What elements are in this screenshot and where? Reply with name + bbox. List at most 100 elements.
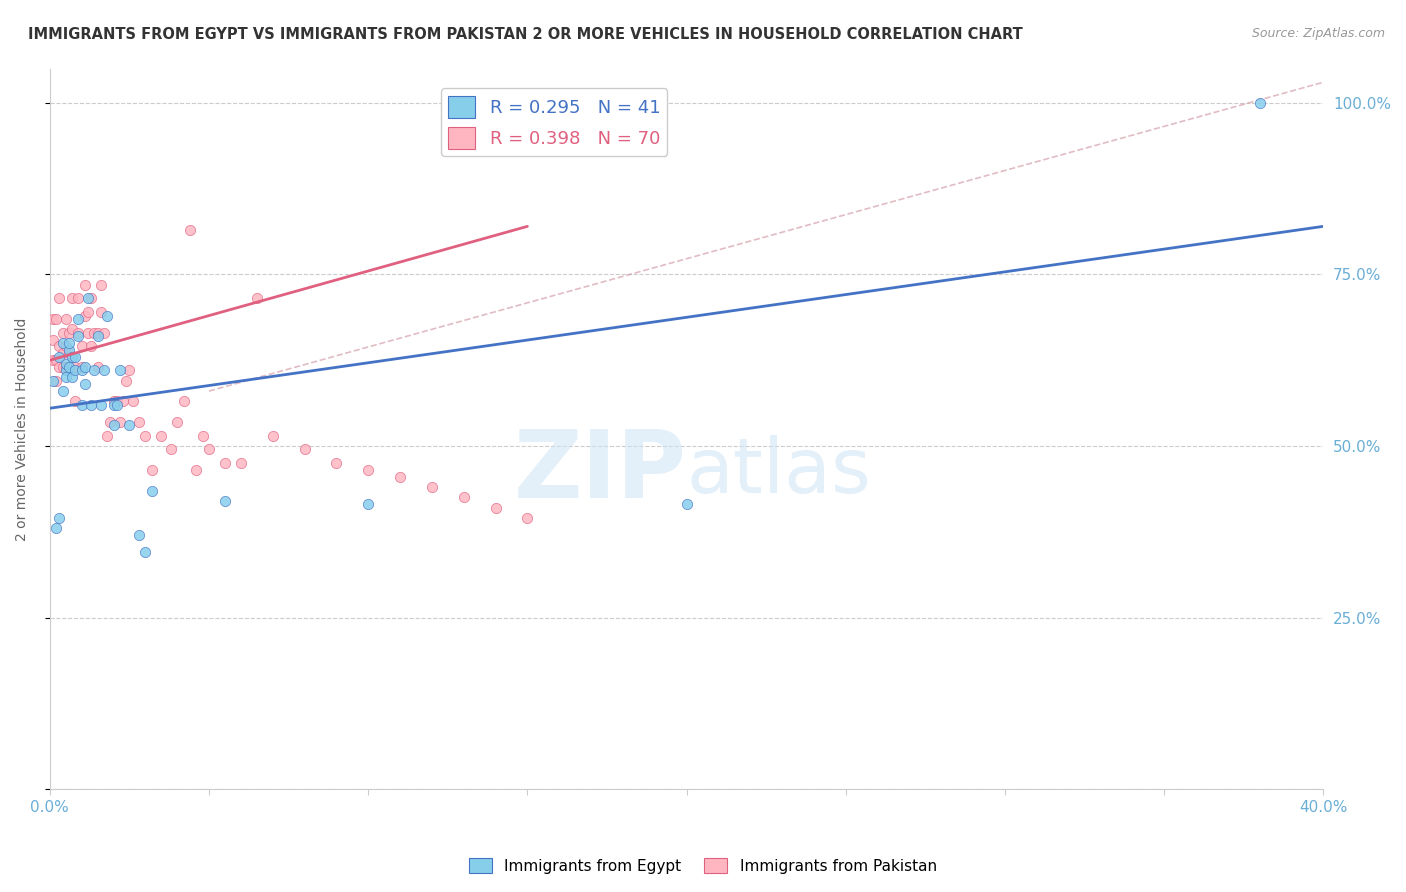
Point [55,357,77,371]
Point [58,363,80,377]
Point [45,353,67,368]
Point [73,309,96,323]
Point [357,497,380,511]
Point [90,277,112,292]
Point [420,480,443,494]
Point [52,336,75,351]
Point [77,326,100,340]
Point [42,353,65,368]
Point [105,394,128,409]
Point [42,312,65,326]
Point [389,470,412,484]
Point [65,350,87,364]
Text: Source: ZipAtlas.com: Source: ZipAtlas.com [1251,27,1385,40]
Point [159,442,181,457]
Point [186,463,208,477]
Text: atlas: atlas [686,435,872,509]
Point [179,223,201,237]
Point [70,363,93,377]
Point [93,326,115,340]
Point [48,339,70,353]
Point [48,292,70,306]
Point [108,415,131,429]
Point [108,363,131,377]
Point [121,394,143,409]
Point [58,360,80,375]
Point [58,346,80,360]
Point [214,456,236,470]
Text: IMMIGRANTS FROM EGYPT VS IMMIGRANTS FROM PAKISTAN 2 OR MORE VEHICLES IN HOUSEHOL: IMMIGRANTS FROM EGYPT VS IMMIGRANTS FROM… [28,27,1024,42]
Point [52,346,75,360]
Point [112,394,135,409]
Point [93,363,115,377]
Point [48,350,70,364]
Point [98,415,121,429]
Point [58,336,80,351]
Point [52,326,75,340]
Point [115,374,138,388]
Legend: Immigrants from Egypt, Immigrants from Pakistan: Immigrants from Egypt, Immigrants from P… [463,852,943,880]
Point [73,277,96,292]
Point [90,398,112,412]
Point [73,377,96,392]
Point [325,456,347,470]
Point [45,521,67,535]
Point [60,322,83,336]
Point [65,360,87,375]
Point [86,360,108,375]
Point [1249,95,1271,110]
Point [246,292,269,306]
Point [70,398,93,412]
Point [52,360,75,375]
Point [48,360,70,375]
Point [73,360,96,375]
Point [65,394,87,409]
Point [173,394,195,409]
Point [77,305,100,319]
Point [96,309,118,323]
Point [90,305,112,319]
Point [60,370,83,384]
Point [52,384,75,398]
Point [198,442,221,457]
Point [128,528,150,542]
Point [141,483,163,498]
Point [77,292,100,306]
Point [67,312,90,326]
Point [675,497,697,511]
Point [357,463,380,477]
Point [86,326,108,340]
Point [134,428,156,442]
Text: ZIP: ZIP [513,426,686,518]
Point [67,329,90,343]
Point [103,418,125,433]
Point [80,398,103,412]
Point [67,292,90,306]
Point [453,491,475,505]
Point [65,363,87,377]
Point [55,370,77,384]
Point [262,428,284,442]
Point [214,494,236,508]
Point [83,326,105,340]
Point [150,428,173,442]
Point [516,511,538,525]
Point [42,333,65,347]
Point [141,463,163,477]
Point [45,374,67,388]
Point [70,360,93,375]
Point [67,326,90,340]
Point [58,326,80,340]
Point [45,312,67,326]
Point [118,363,141,377]
Legend: R = 0.295   N = 41, R = 0.398   N = 70: R = 0.295 N = 41, R = 0.398 N = 70 [441,88,668,156]
Point [103,398,125,412]
Point [105,398,128,412]
Point [128,415,150,429]
Y-axis label: 2 or more Vehicles in Household: 2 or more Vehicles in Household [15,318,30,541]
Point [96,428,118,442]
Point [55,363,77,377]
Point [80,292,103,306]
Point [55,360,77,375]
Point [86,329,108,343]
